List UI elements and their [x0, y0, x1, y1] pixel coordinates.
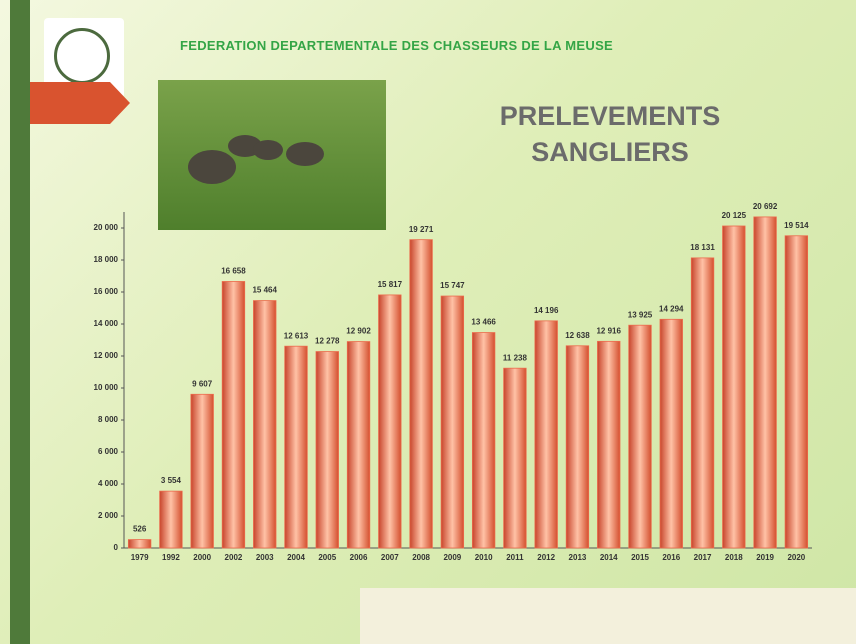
- data-label: 20 692: [753, 202, 778, 211]
- data-label: 18 131: [690, 243, 715, 252]
- y-tick-label: 20 000: [94, 223, 119, 232]
- bar: [784, 235, 809, 549]
- bar: [315, 351, 339, 549]
- bar: [159, 490, 183, 549]
- bar: [722, 225, 746, 549]
- bar: [346, 341, 371, 549]
- x-tick-label: 2014: [600, 553, 618, 562]
- bar: [597, 340, 621, 549]
- data-label: 12 278: [315, 337, 340, 346]
- boar: [188, 150, 236, 184]
- x-tick-label: 2011: [506, 553, 524, 562]
- y-tick-label: 16 000: [94, 287, 119, 296]
- y-tick-label: 6 000: [98, 447, 119, 456]
- bar: [690, 257, 715, 549]
- x-tick-label: 2012: [537, 553, 555, 562]
- y-tick-label: 12 000: [94, 351, 119, 360]
- x-tick-label: 2008: [412, 553, 430, 562]
- data-label: 12 902: [346, 327, 371, 336]
- bar: [628, 324, 652, 549]
- data-label: 526: [133, 525, 147, 534]
- bar: [378, 294, 402, 549]
- bar: [409, 239, 433, 549]
- data-label: 16 658: [221, 267, 246, 276]
- bar: [659, 318, 683, 549]
- y-tick-label: 8 000: [98, 415, 119, 424]
- data-label: 14 196: [534, 306, 559, 315]
- x-tick-label: 2006: [350, 553, 368, 562]
- boar: [286, 142, 324, 166]
- y-tick-label: 18 000: [94, 255, 119, 264]
- footer-banner: [360, 588, 856, 644]
- data-label: 12 638: [565, 331, 590, 340]
- bar: [190, 393, 214, 549]
- data-label: 20 125: [722, 211, 747, 220]
- x-tick-label: 2019: [756, 553, 774, 562]
- x-tick-label: 1992: [162, 553, 180, 562]
- data-label: 3 554: [161, 476, 182, 485]
- data-label: 19 271: [409, 225, 434, 234]
- bar: [503, 367, 527, 549]
- x-tick-label: 2018: [725, 553, 743, 562]
- arrow-shape: [30, 82, 130, 124]
- y-tick-label: 14 000: [94, 319, 119, 328]
- x-tick-label: 2010: [475, 553, 493, 562]
- x-tick-label: 2020: [787, 553, 805, 562]
- x-tick-label: 2003: [256, 553, 274, 562]
- x-tick-label: 2016: [662, 553, 680, 562]
- x-tick-label: 2002: [225, 553, 243, 562]
- bar: [221, 281, 246, 549]
- data-label: 12 916: [596, 326, 621, 335]
- data-label: 12 613: [284, 331, 309, 340]
- x-tick-label: 2005: [318, 553, 336, 562]
- x-tick-label: 1979: [131, 553, 149, 562]
- bar: [127, 539, 152, 549]
- y-tick-label: 2 000: [98, 511, 119, 520]
- data-label: 19 514: [784, 221, 809, 230]
- chart-title: PRELEVEMENTS SANGLIERS: [499, 101, 721, 167]
- y-tick-label: 4 000: [98, 479, 119, 488]
- x-tick-label: 2013: [569, 553, 587, 562]
- bar: [253, 300, 277, 549]
- bar: [565, 345, 590, 549]
- bar: [440, 295, 465, 549]
- x-tick-label: 2015: [631, 553, 649, 562]
- data-label: 14 294: [659, 304, 684, 313]
- x-tick-label: 2004: [287, 553, 305, 562]
- data-label: 11 238: [503, 353, 528, 362]
- boar: [253, 140, 283, 160]
- data-label: 9 607: [192, 379, 213, 388]
- x-tick-label: 2009: [443, 553, 461, 562]
- header: FEDERATION DEPARTEMENTALE DES CHASSEURS …: [180, 38, 614, 53]
- bar: [753, 216, 777, 549]
- y-tick-label: 10 000: [94, 383, 119, 392]
- x-tick-label: 2000: [193, 553, 211, 562]
- x-tick-label: 2017: [694, 553, 712, 562]
- data-label: 15 464: [252, 286, 277, 295]
- photo: [158, 80, 386, 230]
- data-label: 13 466: [471, 318, 496, 327]
- data-label: 13 925: [628, 310, 653, 319]
- y-tick-label: 0: [114, 543, 119, 552]
- side-stripe: [10, 0, 30, 644]
- bar: [284, 345, 308, 549]
- data-label: 15 817: [378, 280, 403, 289]
- bar: [534, 320, 558, 549]
- bar: [471, 332, 496, 549]
- x-tick-label: 2007: [381, 553, 399, 562]
- data-label: 15 747: [440, 281, 465, 290]
